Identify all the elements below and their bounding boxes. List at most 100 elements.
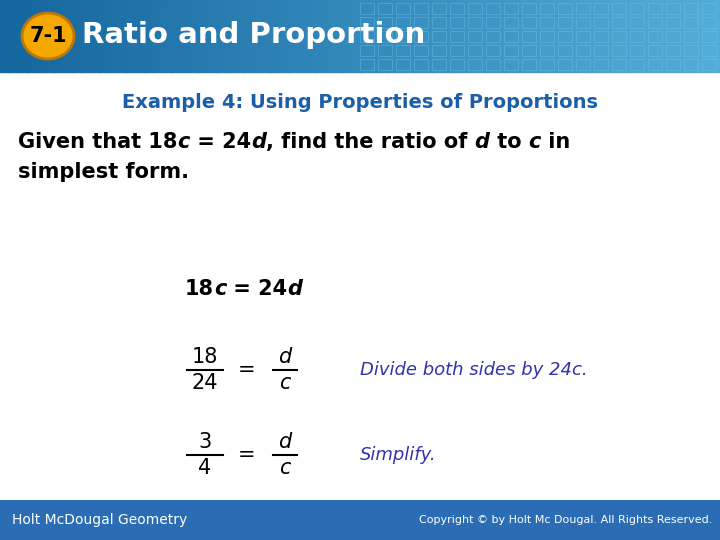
- Bar: [306, 0, 316, 72]
- Text: Ratio and Proportion: Ratio and Proportion: [82, 21, 426, 49]
- Bar: [459, 0, 469, 72]
- Bar: [432, 45, 446, 56]
- Bar: [315, 0, 325, 72]
- Bar: [702, 17, 716, 28]
- Text: Simplify.: Simplify.: [360, 446, 436, 464]
- Bar: [504, 45, 518, 56]
- Bar: [666, 3, 680, 14]
- Bar: [702, 31, 716, 42]
- Bar: [432, 31, 446, 42]
- Bar: [504, 31, 518, 42]
- Bar: [549, 0, 559, 72]
- Bar: [630, 31, 644, 42]
- Bar: [378, 45, 392, 56]
- Bar: [495, 0, 505, 72]
- Bar: [396, 0, 406, 72]
- Bar: [648, 31, 662, 42]
- Bar: [9, 0, 19, 72]
- Bar: [540, 3, 554, 14]
- Bar: [558, 59, 572, 70]
- Bar: [432, 0, 442, 72]
- Bar: [648, 3, 662, 14]
- Text: in: in: [541, 132, 570, 152]
- Bar: [594, 3, 608, 14]
- Text: c: c: [528, 132, 541, 152]
- Bar: [243, 0, 253, 72]
- Bar: [450, 17, 464, 28]
- Text: d: d: [474, 132, 490, 152]
- Bar: [27, 0, 37, 72]
- Bar: [18, 0, 28, 72]
- Bar: [540, 45, 554, 56]
- Bar: [486, 17, 500, 28]
- Bar: [576, 3, 590, 14]
- Bar: [450, 45, 464, 56]
- Bar: [504, 17, 518, 28]
- Bar: [378, 3, 392, 14]
- Bar: [486, 0, 496, 72]
- Bar: [36, 0, 46, 72]
- Bar: [540, 0, 550, 72]
- Text: =: =: [238, 360, 256, 380]
- Bar: [693, 0, 703, 72]
- Bar: [162, 0, 172, 72]
- Bar: [468, 17, 482, 28]
- Bar: [450, 3, 464, 14]
- Text: 24: 24: [192, 373, 218, 393]
- Bar: [126, 0, 136, 72]
- Bar: [594, 31, 608, 42]
- Bar: [684, 0, 694, 72]
- Bar: [558, 31, 572, 42]
- Bar: [630, 45, 644, 56]
- Bar: [585, 0, 595, 72]
- Bar: [576, 31, 590, 42]
- Bar: [63, 0, 73, 72]
- Bar: [576, 17, 590, 28]
- Bar: [486, 59, 500, 70]
- Bar: [522, 0, 532, 72]
- Bar: [396, 17, 410, 28]
- Bar: [540, 59, 554, 70]
- Bar: [441, 0, 451, 72]
- Bar: [522, 59, 536, 70]
- Bar: [414, 3, 428, 14]
- Bar: [378, 0, 388, 72]
- Bar: [99, 0, 109, 72]
- Bar: [621, 0, 631, 72]
- Bar: [90, 0, 100, 72]
- Bar: [414, 0, 424, 72]
- Bar: [189, 0, 199, 72]
- Bar: [279, 0, 289, 72]
- Bar: [666, 31, 680, 42]
- Bar: [558, 3, 572, 14]
- Bar: [558, 0, 568, 72]
- Bar: [639, 0, 649, 72]
- Bar: [522, 3, 536, 14]
- Bar: [477, 0, 487, 72]
- Bar: [396, 45, 410, 56]
- Bar: [450, 59, 464, 70]
- Bar: [432, 59, 446, 70]
- Bar: [360, 31, 374, 42]
- Bar: [630, 3, 644, 14]
- Bar: [297, 0, 307, 72]
- Ellipse shape: [22, 13, 74, 59]
- Bar: [576, 45, 590, 56]
- Bar: [648, 59, 662, 70]
- Bar: [657, 0, 667, 72]
- Bar: [540, 17, 554, 28]
- Bar: [612, 3, 626, 14]
- Bar: [369, 0, 379, 72]
- Text: c: c: [177, 132, 190, 152]
- Text: 18: 18: [185, 279, 214, 299]
- Bar: [648, 17, 662, 28]
- Bar: [576, 0, 586, 72]
- Bar: [0, 0, 10, 72]
- Bar: [414, 45, 428, 56]
- Bar: [378, 31, 392, 42]
- Text: 18: 18: [192, 347, 218, 367]
- Text: c: c: [279, 458, 291, 478]
- Bar: [513, 0, 523, 72]
- Bar: [153, 0, 163, 72]
- Bar: [432, 17, 446, 28]
